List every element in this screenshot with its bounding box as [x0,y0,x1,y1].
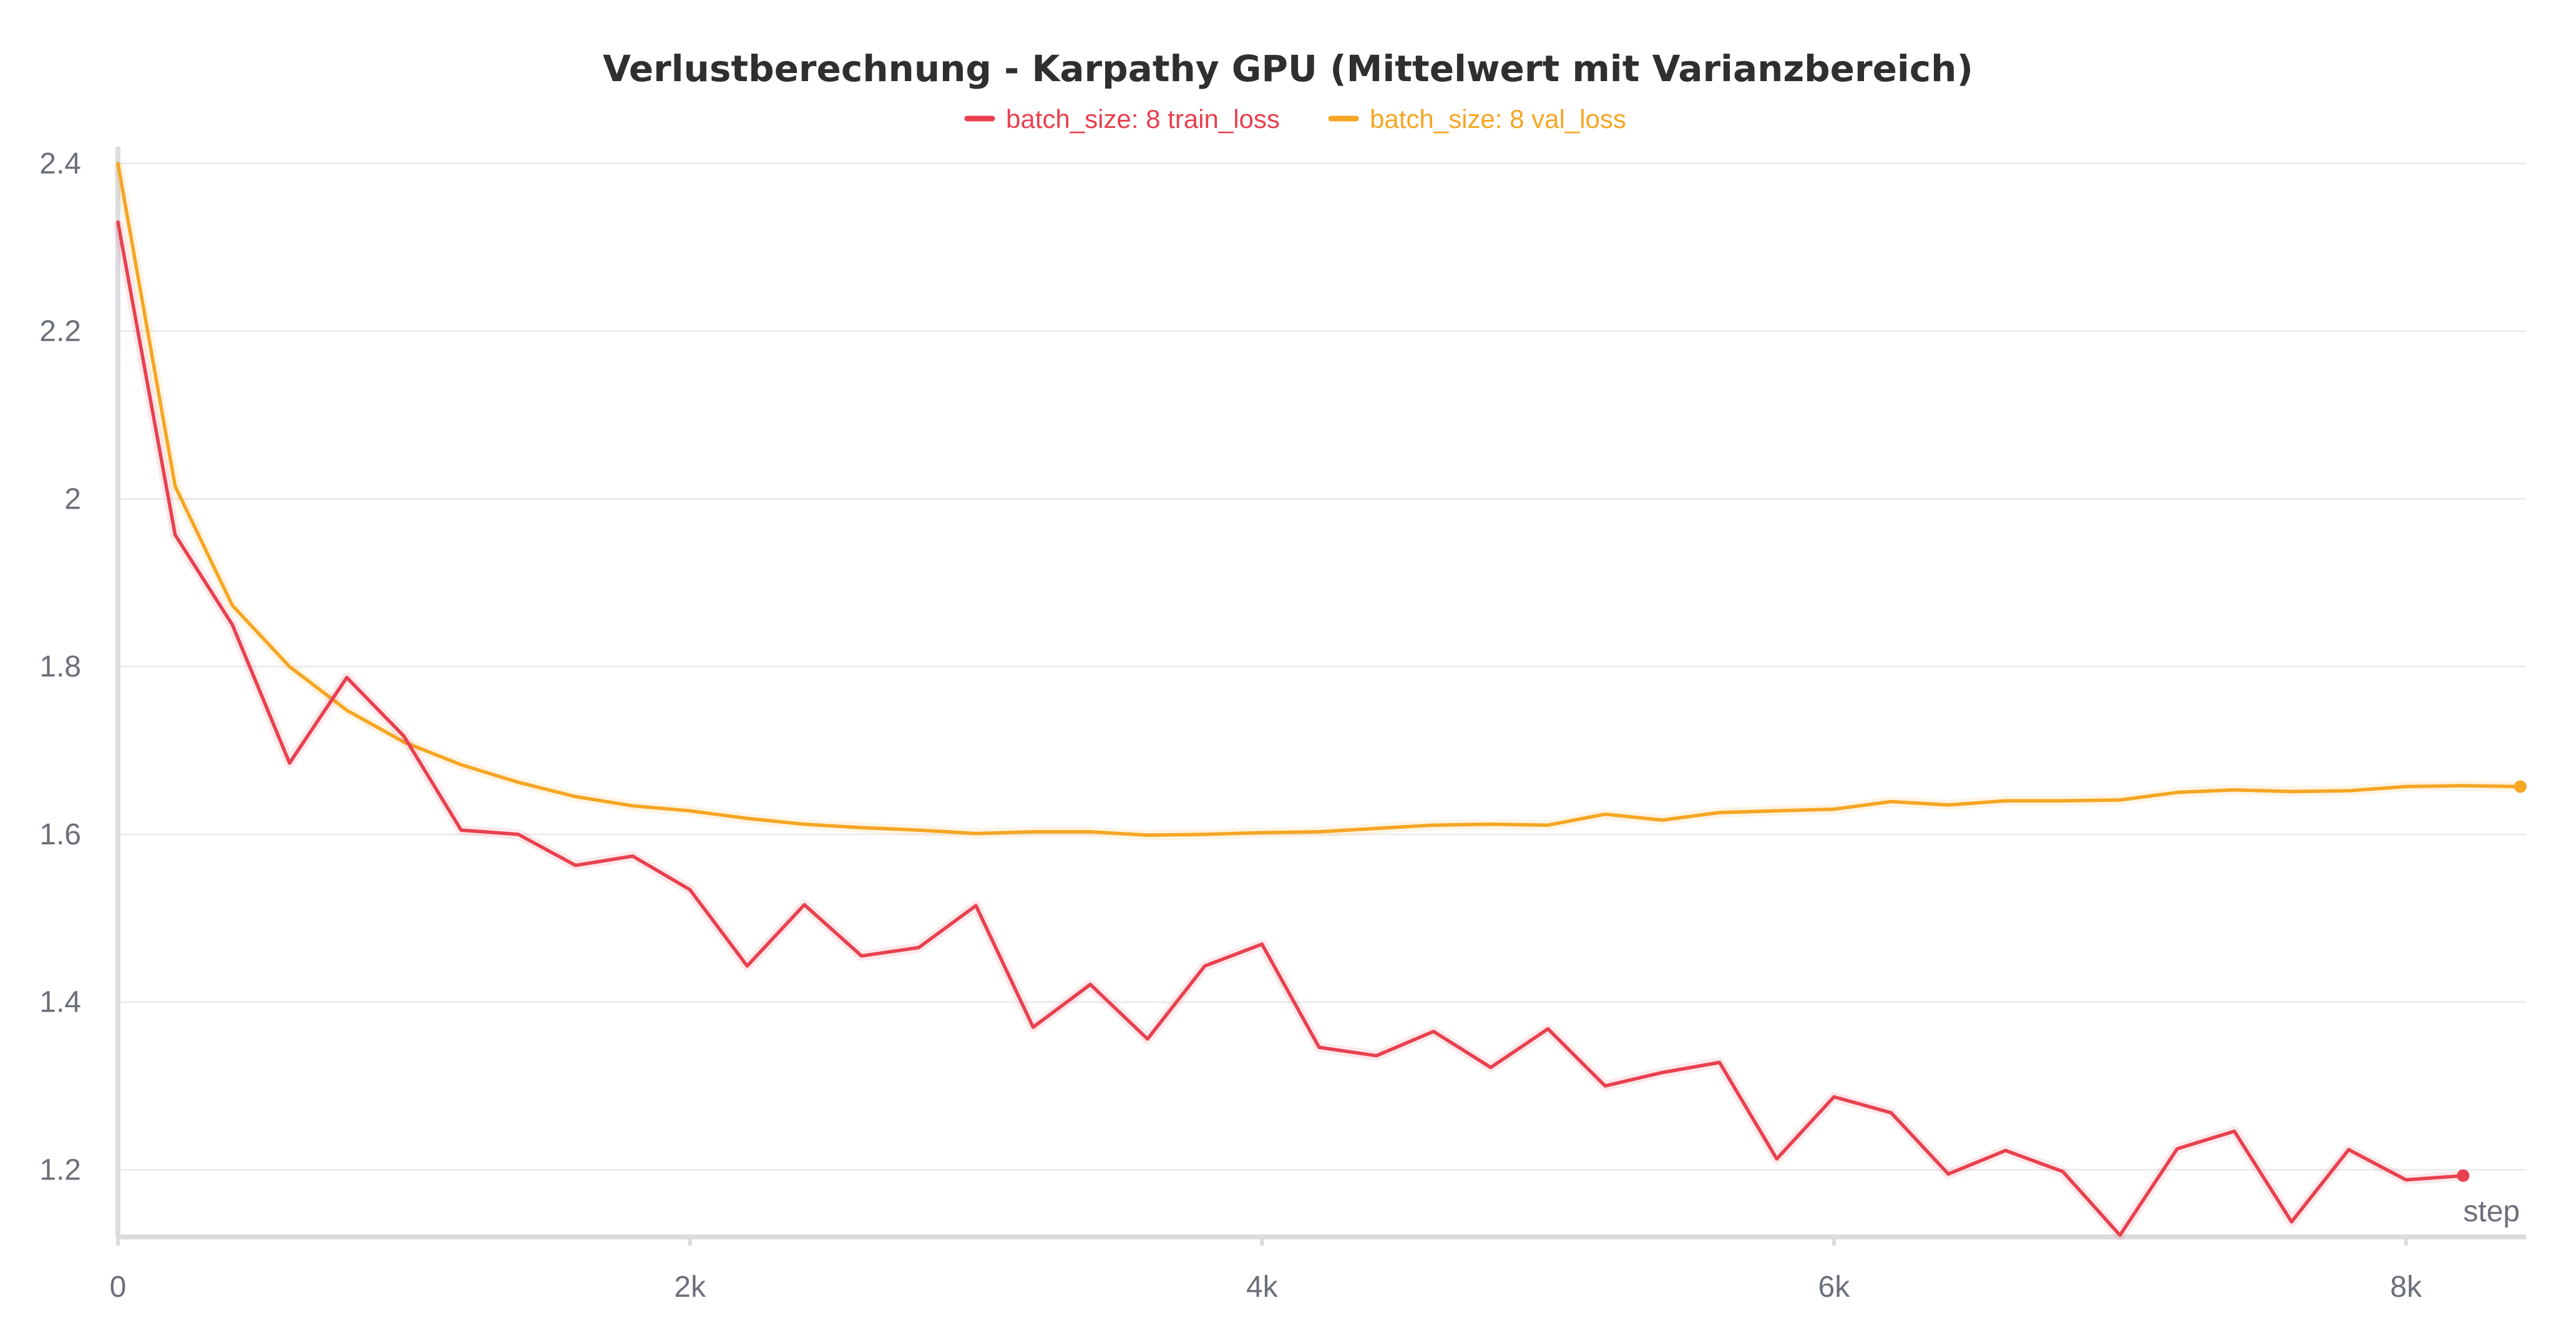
y-tick-label: 2.4 [39,147,81,180]
x-axis-title: step [2463,1195,2520,1228]
series-line [116,162,2522,837]
y-tick-label: 1.8 [39,650,81,683]
x-tick-label: 2k [674,1271,706,1304]
legend: batch_size: 8 train_loss batch_size: 8 va… [964,104,1626,134]
y-tick-label: 2.2 [39,315,81,348]
variance-band [113,221,2464,1241]
x-axis: 0 2k 4k 6k 8k [110,147,2526,1304]
x-tick-label: 4k [1246,1271,1279,1304]
y-tick-label: 1.6 [39,818,81,851]
x-tick-label: 8k [2390,1271,2422,1304]
y-tick-label: 1.4 [39,986,81,1019]
x-tick-label: 6k [1818,1271,1851,1304]
plot-area [113,162,2527,1241]
legend-label: batch_size: 8 train_loss [1006,104,1280,134]
legend-label: batch_size: 8 val_loss [1370,104,1626,134]
x-tick-label: 0 [110,1271,127,1304]
series-end-point [2457,1169,2470,1182]
chart-title: Verlustberechnung - Karpathy GPU (Mittel… [603,47,1973,90]
y-tick-label: 2 [64,482,81,515]
series-end-point [2514,780,2527,793]
y-tick-label: 1.2 [39,1153,81,1186]
y-axis: 1.2 1.4 1.6 1.8 2 2.2 2.4 [39,147,81,1187]
series-line [116,220,2465,1238]
gridlines [118,162,2526,1171]
